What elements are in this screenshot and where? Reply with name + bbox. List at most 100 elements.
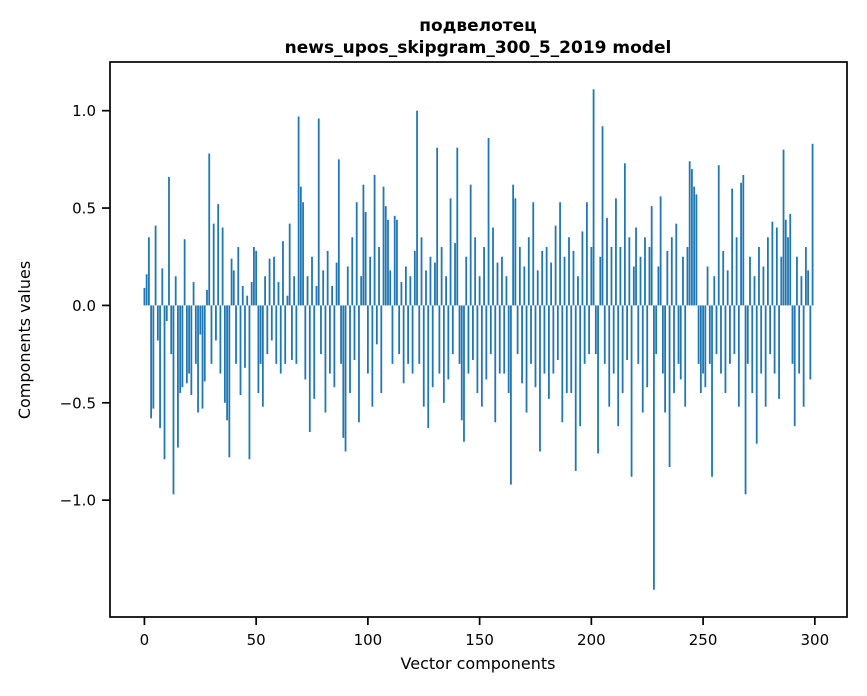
bar bbox=[302, 202, 304, 306]
bar bbox=[355, 202, 358, 306]
bar bbox=[454, 243, 456, 306]
bar bbox=[241, 285, 244, 306]
bar bbox=[521, 305, 523, 384]
bar bbox=[398, 305, 401, 355]
bar bbox=[650, 206, 653, 306]
bar bbox=[221, 227, 224, 306]
bar bbox=[619, 247, 622, 306]
bar bbox=[194, 305, 197, 364]
bar bbox=[478, 276, 481, 306]
bar bbox=[706, 266, 709, 306]
bar bbox=[505, 276, 508, 306]
bar bbox=[449, 198, 452, 306]
bar bbox=[628, 237, 631, 306]
bar bbox=[369, 256, 372, 306]
bar bbox=[677, 305, 680, 364]
bar bbox=[753, 276, 756, 306]
bar bbox=[682, 256, 684, 306]
bar bbox=[279, 305, 282, 374]
bar bbox=[277, 282, 280, 306]
bar bbox=[188, 305, 190, 374]
bar bbox=[371, 305, 374, 407]
bar bbox=[420, 237, 423, 306]
bar bbox=[621, 305, 624, 394]
bar bbox=[322, 270, 325, 306]
bar bbox=[639, 256, 642, 306]
bar bbox=[297, 116, 300, 306]
x-tick-label: 0 bbox=[140, 631, 150, 649]
bar bbox=[489, 305, 492, 355]
bar bbox=[320, 305, 322, 355]
bar bbox=[438, 305, 441, 374]
y-axis-ticks: −1.0 −0.5 0.0 0.5 1.0 bbox=[60, 102, 110, 510]
bar bbox=[161, 268, 164, 306]
bar bbox=[264, 276, 266, 306]
bar bbox=[579, 305, 582, 427]
bar bbox=[498, 305, 501, 374]
bar bbox=[172, 305, 175, 495]
bar bbox=[702, 305, 704, 374]
bar bbox=[472, 305, 474, 360]
bar bbox=[572, 250, 575, 306]
bar bbox=[239, 305, 242, 395]
bar bbox=[469, 184, 472, 306]
bar bbox=[516, 305, 519, 355]
bar bbox=[273, 256, 275, 306]
bar bbox=[208, 153, 211, 306]
bar bbox=[212, 223, 215, 306]
bar bbox=[197, 305, 199, 413]
bar bbox=[782, 149, 785, 306]
bar bbox=[342, 305, 345, 438]
bar bbox=[758, 247, 760, 306]
bar bbox=[514, 198, 517, 306]
bar bbox=[648, 247, 651, 306]
bar bbox=[720, 305, 722, 374]
bar bbox=[796, 256, 798, 306]
bar bbox=[235, 305, 237, 364]
bar bbox=[679, 305, 682, 380]
bar bbox=[673, 305, 675, 394]
bar bbox=[778, 305, 780, 399]
bar bbox=[603, 305, 606, 364]
bar bbox=[556, 305, 559, 360]
bar bbox=[715, 305, 718, 355]
bar bbox=[606, 217, 608, 306]
bar bbox=[668, 305, 671, 468]
bar bbox=[737, 305, 740, 407]
bar bbox=[447, 305, 450, 380]
bar bbox=[581, 231, 584, 306]
bar bbox=[543, 305, 546, 374]
bar bbox=[577, 276, 579, 306]
bar bbox=[559, 202, 561, 306]
bar bbox=[445, 276, 447, 306]
x-tick-label: 300 bbox=[801, 631, 830, 649]
bar bbox=[548, 305, 550, 399]
bar bbox=[407, 305, 409, 364]
bar bbox=[257, 305, 260, 394]
bar bbox=[261, 305, 264, 407]
x-axis-label: Vector components bbox=[401, 654, 556, 673]
bar bbox=[483, 247, 485, 306]
bar bbox=[340, 305, 342, 364]
bar bbox=[393, 215, 396, 306]
bar bbox=[199, 305, 202, 335]
bar bbox=[476, 305, 479, 394]
bar bbox=[644, 237, 646, 306]
bar bbox=[492, 227, 494, 306]
bar bbox=[731, 188, 734, 306]
bar bbox=[458, 305, 461, 364]
bar bbox=[708, 305, 711, 364]
bar bbox=[174, 276, 177, 306]
bar bbox=[143, 287, 146, 306]
y-tick-label: −1.0 bbox=[60, 492, 96, 510]
bar bbox=[641, 305, 644, 413]
bar bbox=[568, 237, 570, 306]
bar bbox=[170, 305, 173, 355]
bar bbox=[780, 256, 783, 306]
bar bbox=[670, 237, 673, 306]
bar bbox=[378, 247, 380, 306]
bar bbox=[306, 276, 309, 306]
bar bbox=[512, 184, 515, 306]
bar bbox=[775, 227, 778, 306]
